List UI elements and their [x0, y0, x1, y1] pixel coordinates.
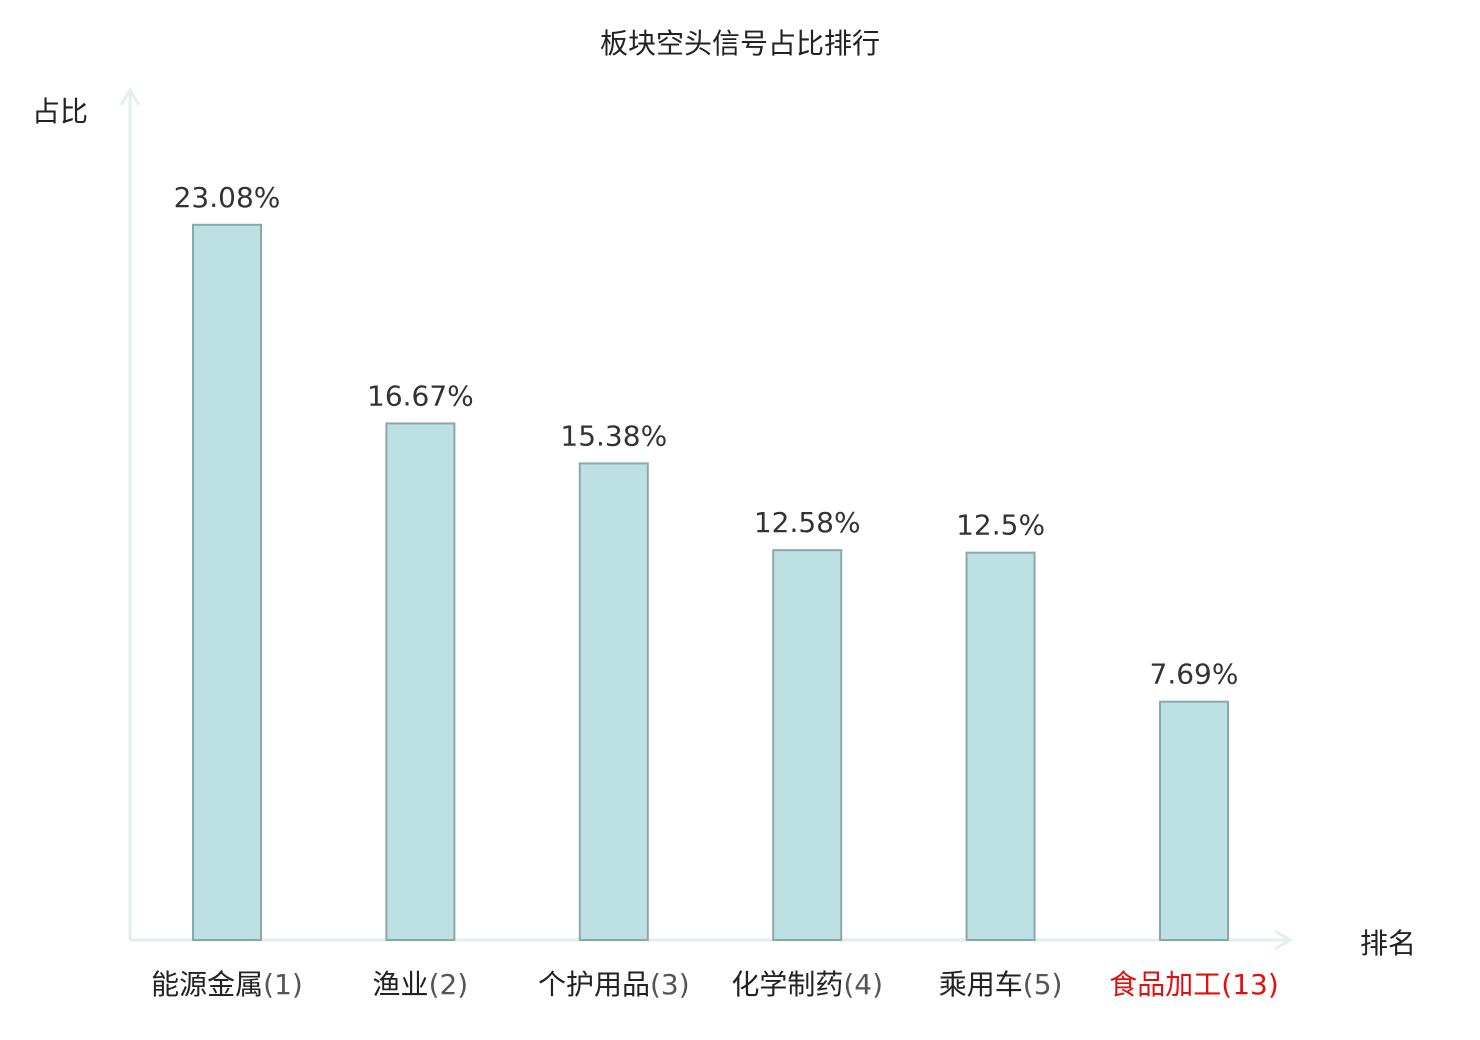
labels: 23.08% 能源金属(1) 16.67% 渔业(2) 15.38% 个护用品(3) 12.…: [151, 181, 1279, 1001]
y-axis-arrow: [119, 87, 141, 106]
category-label: 能源金属(1): [151, 968, 303, 1001]
x-axis-label: 排名: [1360, 927, 1417, 960]
value-label: 7.69%: [1150, 658, 1239, 691]
category-label: 食品加工(13): [1109, 968, 1279, 1001]
axes: [119, 87, 1293, 951]
category-label: 乘用车(5): [939, 968, 1063, 1001]
y-axis-label: 占比: [32, 95, 89, 128]
value-label: 16.67%: [367, 379, 474, 412]
category-label: 个护用品(3): [538, 968, 690, 1001]
category-label: 渔业(2): [373, 968, 469, 1001]
x-axis-arrow: [1274, 929, 1293, 951]
bar: [385, 422, 456, 941]
bar: [192, 223, 262, 941]
bar: [772, 549, 843, 942]
bar: [965, 551, 1036, 941]
bars: [192, 223, 1229, 942]
bar: [578, 462, 649, 941]
category-label: 化学制药(4): [731, 968, 883, 1001]
chart-title: 板块空头信号占比排行: [599, 27, 880, 60]
bar: [1159, 700, 1229, 941]
value-label: 12.58%: [754, 506, 861, 539]
value-label: 23.08%: [174, 181, 281, 214]
value-label: 12.5%: [956, 509, 1045, 542]
value-label: 15.38%: [560, 419, 667, 452]
